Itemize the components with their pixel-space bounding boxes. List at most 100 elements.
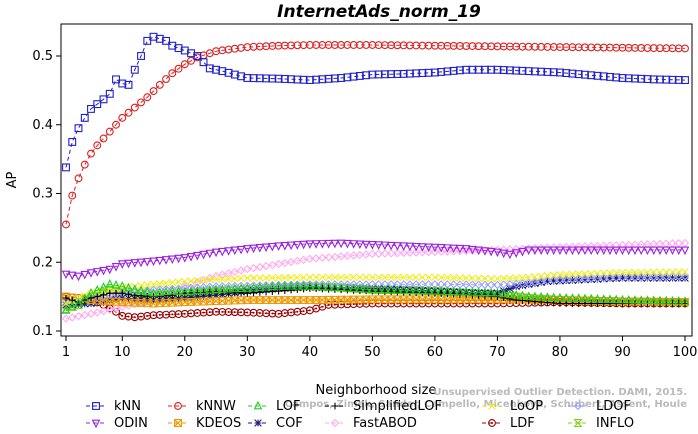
data-point-simplifiedlof <box>506 295 514 303</box>
data-point-cof <box>556 277 564 285</box>
data-point-ldof <box>249 281 258 290</box>
data-point-odin <box>599 246 609 256</box>
data-point-lof <box>67 301 77 311</box>
data-point-fastabod <box>680 238 690 248</box>
data-point-odin <box>249 244 258 254</box>
data-point-loop <box>393 273 402 282</box>
data-point-odin <box>286 241 296 251</box>
data-point-odin <box>618 246 627 256</box>
data-point-lof <box>449 286 458 296</box>
data-point-lof <box>86 287 96 297</box>
data-point-lof <box>524 291 533 300</box>
legend-label-cof: COF <box>276 416 303 431</box>
data-point-loop <box>487 274 495 283</box>
data-point-fastabod <box>330 252 340 262</box>
data-point-knnw <box>87 149 95 158</box>
data-point-odin <box>243 245 252 254</box>
data-point-knnw <box>681 44 689 53</box>
data-point-odin <box>518 247 527 257</box>
data-point-ldof <box>668 272 677 281</box>
data-point-knnw <box>155 80 164 89</box>
data-point-loop <box>193 276 202 285</box>
legend-item-fastabod: FastABOD <box>325 416 417 431</box>
data-point-odin <box>530 246 540 256</box>
data-point-fastabod <box>411 248 421 257</box>
x-tick-label: 50 <box>364 345 381 360</box>
data-point-odin <box>224 247 233 256</box>
data-point-fastabod <box>643 240 652 249</box>
x-tick-label: 70 <box>489 345 506 360</box>
data-point-ldf-dot <box>121 314 124 317</box>
data-point-simplifiedlof <box>675 300 683 307</box>
data-point-lof <box>243 283 252 292</box>
data-point-ldf-dot <box>308 309 311 312</box>
data-point-odin <box>274 242 283 251</box>
data-point-lof <box>149 287 158 297</box>
data-point-lof <box>286 281 296 290</box>
data-point-ldf-dot <box>265 312 268 315</box>
data-point-knnw <box>112 120 120 129</box>
data-point-simplifiedlof <box>212 288 220 296</box>
data-point-loop <box>149 280 158 289</box>
legend-item-cof: COF <box>248 416 303 431</box>
data-point-fastabod <box>580 242 590 251</box>
data-point-lof <box>330 282 340 291</box>
data-point-cof <box>606 274 614 283</box>
data-point-loop <box>356 273 364 282</box>
data-point-lof <box>543 292 552 301</box>
data-point-cof <box>631 274 639 282</box>
data-point-simplifiedlof <box>600 300 608 307</box>
data-point-ldof <box>593 274 602 283</box>
data-point-odin <box>493 248 502 258</box>
data-point-cof <box>80 300 89 308</box>
y-tick-label: 0.2 <box>32 255 53 270</box>
data-point-odin <box>561 246 571 256</box>
x-tick-label: 100 <box>673 345 698 360</box>
data-point-knn <box>93 100 102 109</box>
data-point-ldof <box>662 272 671 281</box>
data-point-ldf-dot <box>127 315 130 318</box>
data-point-loop <box>118 283 127 292</box>
data-point-loop <box>468 274 477 282</box>
data-point-knnw <box>99 134 108 143</box>
legend-item-knnw: kNNW <box>168 399 236 414</box>
data-point-simplifiedlof <box>112 289 120 297</box>
data-point-loop <box>168 278 177 287</box>
data-point-loop <box>306 273 314 282</box>
data-point-cof <box>612 274 621 283</box>
data-point-lof <box>443 286 452 295</box>
data-point-lof <box>80 293 90 302</box>
data-point-cof <box>493 289 502 297</box>
x-axis-label: Neighborhood size <box>316 383 437 398</box>
data-point-cof <box>118 294 127 302</box>
data-point-odin <box>543 246 552 256</box>
data-point-loop <box>143 281 152 289</box>
data-point-lof <box>255 282 265 291</box>
data-point-simplifiedlof <box>406 288 414 296</box>
data-point-odin <box>343 239 352 249</box>
data-point-simplifiedlof <box>106 289 114 297</box>
data-point-fastabod <box>436 247 446 256</box>
data-point-odin <box>117 260 127 269</box>
data-point-fastabod <box>449 247 458 256</box>
data-point-loop <box>599 269 608 277</box>
data-point-fastabod <box>637 240 646 249</box>
data-point-fastabod <box>424 247 433 257</box>
data-point-lof <box>418 285 427 295</box>
data-point-cof <box>562 276 570 285</box>
data-point-loop <box>293 273 302 282</box>
data-point-odin <box>299 240 308 250</box>
data-point-loop <box>249 274 258 282</box>
data-point-ldf-dot <box>215 310 218 313</box>
series-odin <box>61 239 690 282</box>
data-point-lof <box>486 287 496 297</box>
data-point-loop <box>643 268 652 277</box>
data-point-loop <box>481 274 489 283</box>
chart-title: InternetAds_norm_19 <box>277 2 481 22</box>
data-point-lof <box>593 294 602 303</box>
data-point-loop <box>474 274 483 283</box>
data-point-loop <box>256 274 264 282</box>
data-point-ldf-dot <box>246 311 249 314</box>
series-line-knn <box>65 36 686 168</box>
data-point-lof <box>236 283 246 293</box>
